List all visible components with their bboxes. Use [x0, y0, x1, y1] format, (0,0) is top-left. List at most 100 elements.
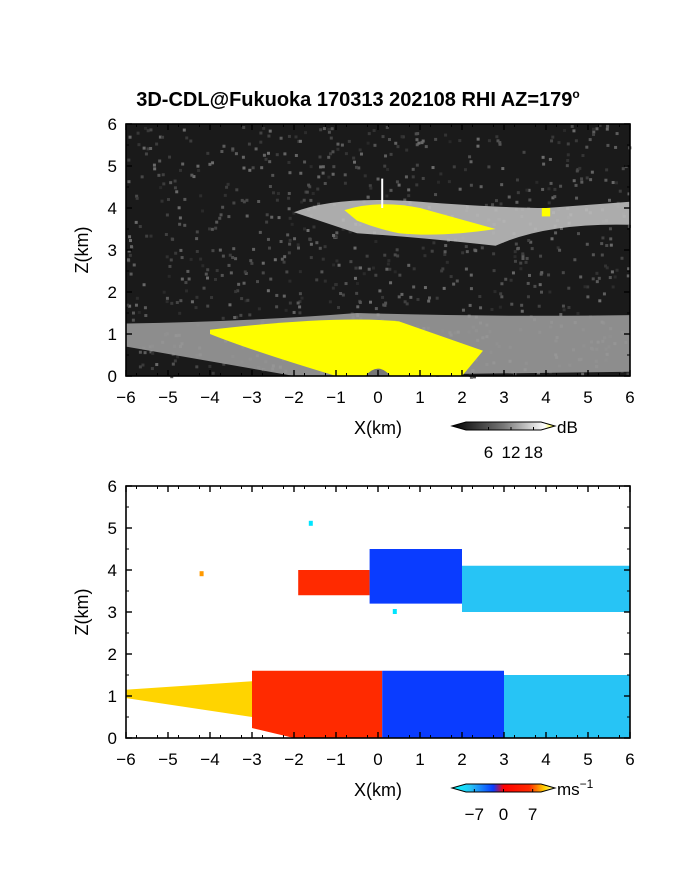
noise-pixel — [605, 266, 609, 270]
noise-pixel — [189, 139, 193, 143]
noise-pixel — [601, 236, 605, 240]
noise-pixel — [469, 375, 473, 379]
noise-pixel — [222, 144, 226, 148]
noise-pixel — [374, 273, 378, 277]
noise-pixel — [202, 286, 206, 290]
noise-pixel — [157, 173, 161, 177]
noise-pixel — [383, 164, 387, 168]
x-tick-label: 2 — [457, 388, 466, 407]
noise-pixel — [165, 255, 169, 259]
noise-pixel — [394, 141, 398, 145]
noise-pixel — [529, 240, 533, 244]
noise-pixel — [515, 178, 519, 182]
noise-pixel — [264, 157, 268, 161]
noise-pixel — [265, 220, 269, 224]
noise-pixel — [165, 300, 169, 304]
noise-pixel — [516, 246, 520, 250]
noise-pixel — [458, 139, 462, 143]
noise-pixel — [365, 254, 369, 258]
noise-pixel — [152, 163, 156, 167]
noise-pixel — [266, 151, 270, 155]
velocity-isolated-point — [392, 609, 397, 614]
noise-pixel — [355, 282, 359, 286]
noise-pixel — [316, 187, 320, 191]
noise-pixel — [501, 167, 505, 171]
noise-pixel — [395, 248, 399, 252]
noise-pixel — [141, 363, 145, 367]
noise-pixel — [246, 298, 250, 302]
colorbar-tick-label: 6 — [484, 443, 493, 462]
x-tick-label: 4 — [541, 750, 550, 769]
noise-pixel — [234, 152, 238, 156]
noise-pixel — [144, 314, 148, 318]
noise-pixel — [468, 155, 472, 159]
noise-pixel — [221, 254, 225, 258]
noise-pixel — [185, 289, 189, 293]
y-tick-label: 1 — [108, 687, 117, 706]
noise-pixel — [516, 191, 520, 195]
noise-pixel — [270, 215, 274, 219]
noise-pixel — [382, 303, 386, 307]
noise-pixel — [551, 135, 555, 139]
noise-pixel — [615, 132, 619, 136]
noise-pixel — [223, 193, 227, 197]
noise-pixel — [232, 201, 236, 205]
noise-pixel — [565, 164, 569, 168]
noise-pixel — [268, 129, 272, 133]
noise-pixel — [469, 273, 473, 277]
noise-pixel — [335, 259, 339, 263]
noise-pixel — [247, 142, 251, 146]
noise-pixel — [353, 276, 357, 280]
noise-pixel — [232, 247, 236, 251]
noise-pixel — [411, 167, 415, 171]
noise-pixel — [618, 189, 622, 193]
noise-pixel — [323, 245, 327, 249]
noise-pixel — [498, 141, 502, 145]
noise-pixel — [312, 225, 316, 229]
noise-pixel — [561, 304, 565, 308]
noise-pixel — [478, 295, 482, 299]
noise-pixel — [275, 198, 279, 202]
noise-pixel — [440, 269, 444, 273]
noise-pixel — [138, 225, 142, 229]
x-tick-label: 3 — [499, 750, 508, 769]
noise-pixel — [461, 308, 465, 312]
noise-pixel — [373, 143, 377, 147]
noise-pixel — [384, 154, 388, 158]
noise-pixel — [407, 194, 411, 198]
noise-pixel — [174, 251, 178, 255]
noise-pixel — [309, 242, 313, 246]
noise-pixel — [570, 124, 574, 128]
x-tick-label: 6 — [625, 388, 634, 407]
noise-pixel — [415, 143, 419, 147]
noise-pixel — [608, 227, 612, 231]
noise-pixel — [621, 167, 625, 171]
noise-pixel — [443, 250, 447, 254]
noise-pixel — [332, 263, 336, 267]
noise-pixel — [432, 241, 436, 245]
velocity-lower-layer-segment — [252, 670, 383, 738]
noise-pixel — [288, 242, 292, 246]
noise-pixel — [218, 216, 222, 220]
noise-pixel — [215, 269, 219, 273]
noise-pixel — [214, 226, 218, 230]
noise-pixel — [524, 260, 528, 264]
y-tick-label: 3 — [108, 603, 117, 622]
noise-pixel — [257, 199, 261, 203]
noise-pixel — [149, 350, 153, 354]
noise-pixel — [520, 309, 524, 313]
noise-pixel — [381, 295, 385, 299]
noise-pixel — [242, 166, 246, 170]
noise-pixel — [519, 267, 523, 271]
noise-pixel — [469, 160, 473, 164]
noise-pixel — [181, 162, 185, 166]
noise-pixel — [461, 251, 465, 255]
noise-pixel — [597, 276, 601, 280]
noise-pixel — [189, 257, 193, 261]
noise-pixel — [153, 167, 157, 171]
noise-pixel — [600, 242, 604, 246]
noise-pixel — [126, 303, 130, 307]
noise-pixel — [298, 139, 302, 143]
noise-pixel — [211, 161, 215, 165]
